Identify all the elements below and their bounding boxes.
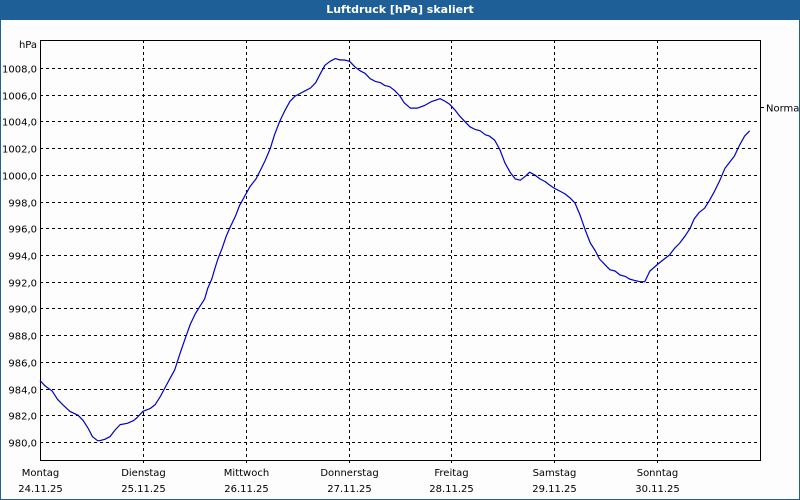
x-tick-date: 25.11.25	[121, 484, 166, 495]
y-tick-label: 986,0	[8, 359, 37, 370]
y-tick-label: 980,0	[8, 439, 37, 450]
x-tick-day: Sonntag	[637, 468, 679, 479]
x-tick-day: Samstag	[533, 468, 577, 479]
normal-label: Normal	[766, 104, 800, 115]
y-tick-label: 994,0	[8, 252, 37, 263]
y-axis-unit-label: hPa	[19, 40, 37, 51]
y-tick-label: 998,0	[8, 199, 37, 210]
x-tick-day: Montag	[22, 468, 59, 479]
y-tick-label: 982,0	[8, 412, 37, 423]
x-tick-day: Freitag	[434, 468, 468, 479]
y-tick-label: 1000,0	[2, 172, 37, 183]
x-tick-date: 26.11.25	[224, 484, 269, 495]
y-tick-label: 988,0	[8, 332, 37, 343]
plot-area-border	[40, 40, 761, 461]
x-tick-day: Donnerstag	[320, 468, 378, 479]
chart-title-bar: Luftdruck [hPa] skaliert	[0, 0, 800, 20]
y-tick-label: 984,0	[8, 386, 37, 397]
y-tick-label: 996,0	[8, 225, 37, 236]
x-tick-date: 27.11.25	[327, 484, 372, 495]
chart-title: Luftdruck [hPa] skaliert	[326, 3, 474, 16]
x-tick-date: 29.11.25	[532, 484, 577, 495]
x-tick-date: 28.11.25	[429, 484, 474, 495]
y-tick-label: 1004,0	[2, 118, 37, 129]
y-tick-label: 990,0	[8, 305, 37, 316]
y-tick-label: 992,0	[8, 279, 37, 290]
y-tick-label: 1006,0	[2, 92, 37, 103]
x-tick-date: 30.11.25	[635, 484, 680, 495]
pressure-line	[39, 57, 751, 442]
y-tick-label: 1008,0	[2, 65, 37, 76]
x-tick-date: 24.11.25	[18, 484, 63, 495]
x-tick-day: Dienstag	[121, 468, 166, 479]
x-tick-day: Mittwoch	[224, 468, 269, 479]
y-tick-label: 1002,0	[2, 145, 37, 156]
